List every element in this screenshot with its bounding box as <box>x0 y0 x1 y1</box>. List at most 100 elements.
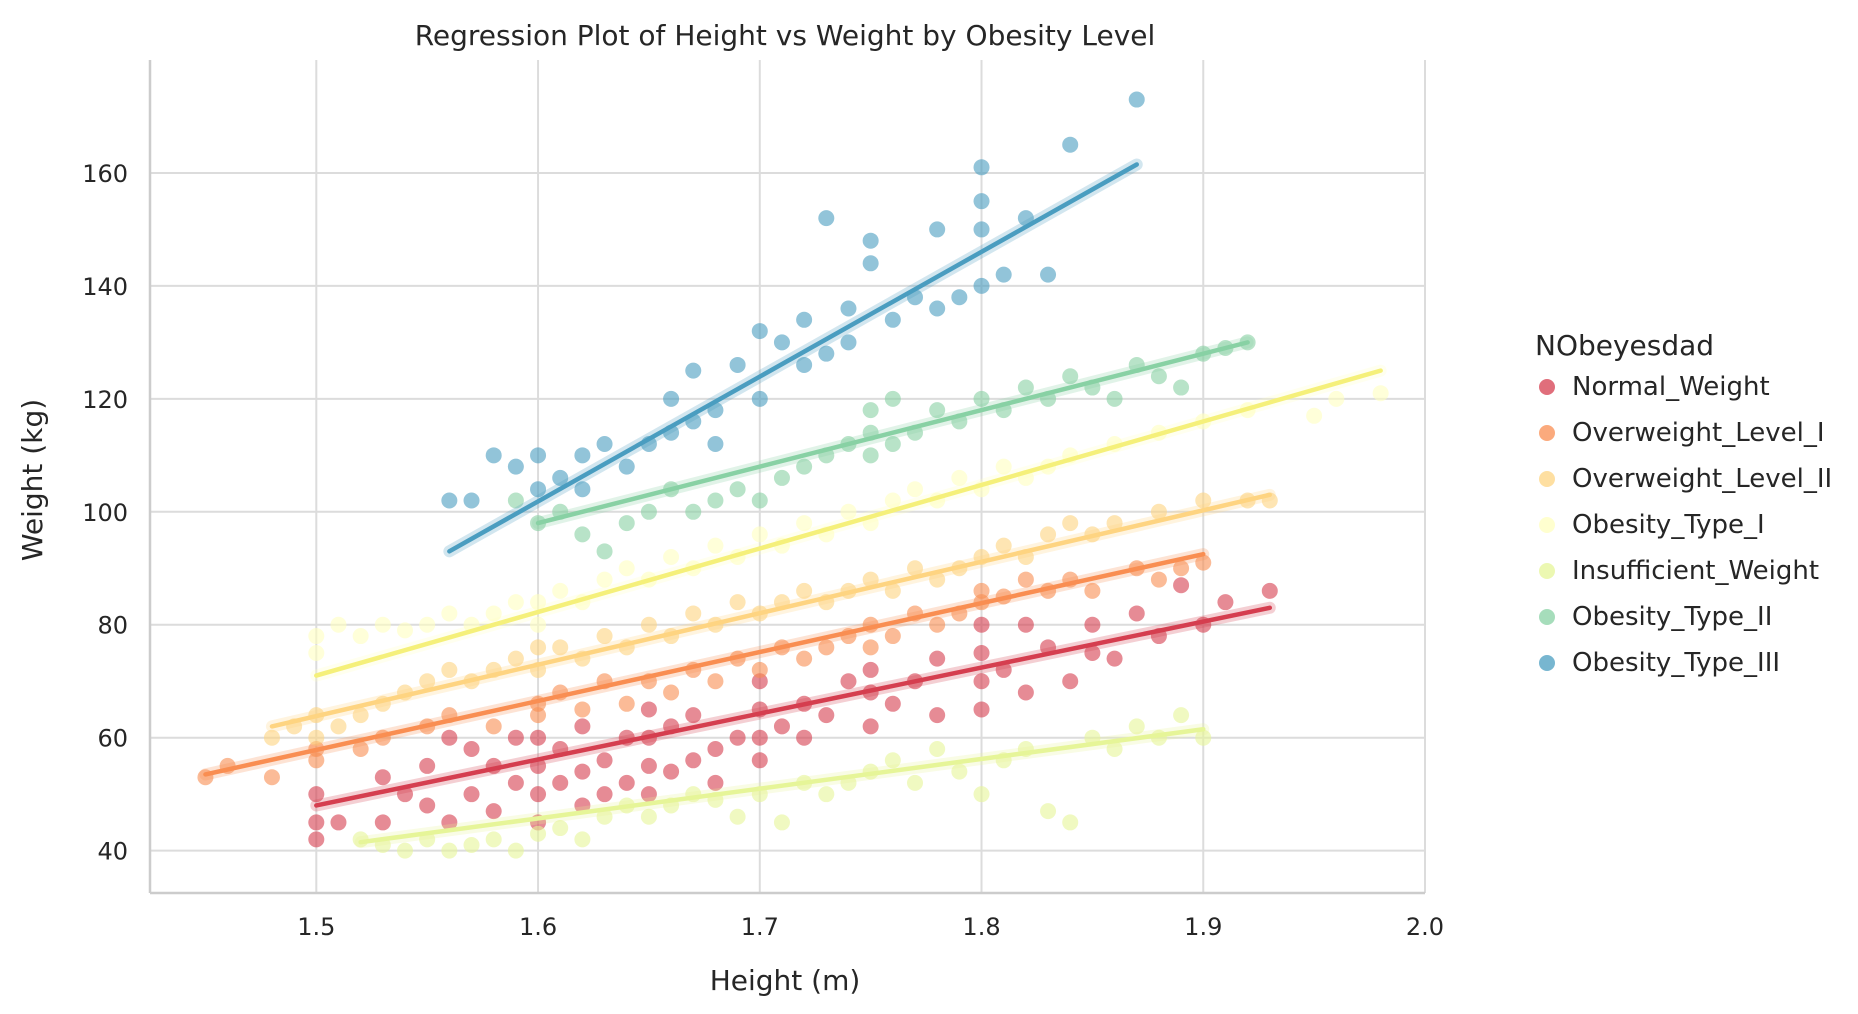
data-point <box>397 842 413 859</box>
data-point <box>773 814 790 831</box>
regression-line <box>314 605 1273 808</box>
data-point <box>596 571 613 588</box>
data-point <box>485 831 502 848</box>
data-point <box>1217 594 1234 611</box>
data-point <box>707 436 724 453</box>
data-point <box>685 752 702 769</box>
x-tick-label: 2.0 <box>1406 913 1444 941</box>
data-point <box>929 300 946 317</box>
data-point <box>751 492 768 509</box>
data-point <box>1150 571 1167 588</box>
y-tick-label: 140 <box>82 273 128 301</box>
legend-items: Normal_Weight Overweight_Level_I Overweigh… <box>1539 372 1832 678</box>
data-point <box>530 594 547 611</box>
data-point <box>1328 390 1345 407</box>
data-point <box>862 718 879 735</box>
data-point <box>1128 605 1145 622</box>
data-point <box>1017 379 1034 396</box>
data-point <box>1017 616 1034 633</box>
data-point <box>596 786 613 803</box>
data-point <box>330 718 347 735</box>
data-point <box>840 300 857 317</box>
data-point <box>862 255 879 272</box>
legend-marker <box>1539 609 1555 625</box>
data-point <box>374 814 391 831</box>
data-point <box>862 639 879 656</box>
data-point <box>397 622 413 639</box>
y-tick-label: 60 <box>97 725 128 753</box>
y-tick-label: 120 <box>82 386 128 414</box>
chart-title: Regression Plot of Height vs Weight by O… <box>415 19 1156 52</box>
data-point <box>596 436 613 453</box>
regression-line <box>535 340 1250 526</box>
data-point <box>330 616 347 633</box>
x-tick-label: 1.9 <box>1184 913 1222 941</box>
data-point <box>929 571 946 588</box>
data-point <box>751 390 768 407</box>
data-point <box>729 481 746 498</box>
x-tick-label: 1.6 <box>519 913 557 941</box>
x-axis-label: Height (m) <box>710 964 861 997</box>
data-point <box>685 605 702 622</box>
data-point <box>263 729 280 746</box>
data-point <box>640 503 657 520</box>
data-point <box>685 707 702 724</box>
data-point <box>751 526 768 543</box>
data-point <box>1173 379 1190 396</box>
data-point <box>574 763 591 780</box>
data-point <box>308 729 325 746</box>
regression-lines <box>199 158 1387 849</box>
data-point <box>862 402 879 419</box>
data-point <box>907 481 923 498</box>
scatter-points <box>197 91 1389 859</box>
data-point <box>530 707 547 724</box>
data-point <box>884 628 901 645</box>
data-point <box>1106 390 1123 407</box>
data-point <box>796 458 813 475</box>
data-point <box>663 390 680 407</box>
regression-line <box>314 368 1383 678</box>
data-point <box>485 447 502 464</box>
data-point <box>884 390 901 407</box>
regression-line <box>358 726 1206 845</box>
x-tick-label: 1.8 <box>962 913 1000 941</box>
data-point <box>1062 515 1079 532</box>
data-point <box>574 718 591 735</box>
data-point <box>796 356 813 373</box>
data-point <box>1128 91 1145 108</box>
data-point <box>308 628 325 645</box>
data-point <box>796 729 813 746</box>
regression-line <box>203 551 1206 777</box>
data-point <box>707 740 724 757</box>
data-point <box>729 729 746 746</box>
legend-label: Obesity_Type_I <box>1572 510 1765 540</box>
data-point <box>773 469 790 486</box>
data-point <box>1128 718 1145 735</box>
data-point <box>485 718 502 735</box>
data-point <box>441 729 458 746</box>
data-point <box>640 616 657 633</box>
data-point <box>973 221 990 238</box>
data-point <box>352 740 369 757</box>
data-point <box>796 650 813 667</box>
data-point <box>308 644 325 661</box>
data-point <box>507 650 524 667</box>
data-point <box>530 639 547 656</box>
data-point <box>685 362 702 379</box>
data-point <box>419 797 436 814</box>
data-point <box>929 616 946 633</box>
data-point <box>685 503 702 520</box>
data-point <box>973 193 990 210</box>
data-point <box>507 729 524 746</box>
data-point <box>1062 368 1079 385</box>
data-point <box>973 644 990 661</box>
legend-marker <box>1539 655 1555 671</box>
data-point <box>640 786 657 803</box>
data-point <box>973 582 990 599</box>
data-point <box>530 447 547 464</box>
data-point <box>796 582 813 599</box>
data-point <box>441 814 458 831</box>
data-point <box>707 492 724 509</box>
data-point <box>840 334 857 351</box>
